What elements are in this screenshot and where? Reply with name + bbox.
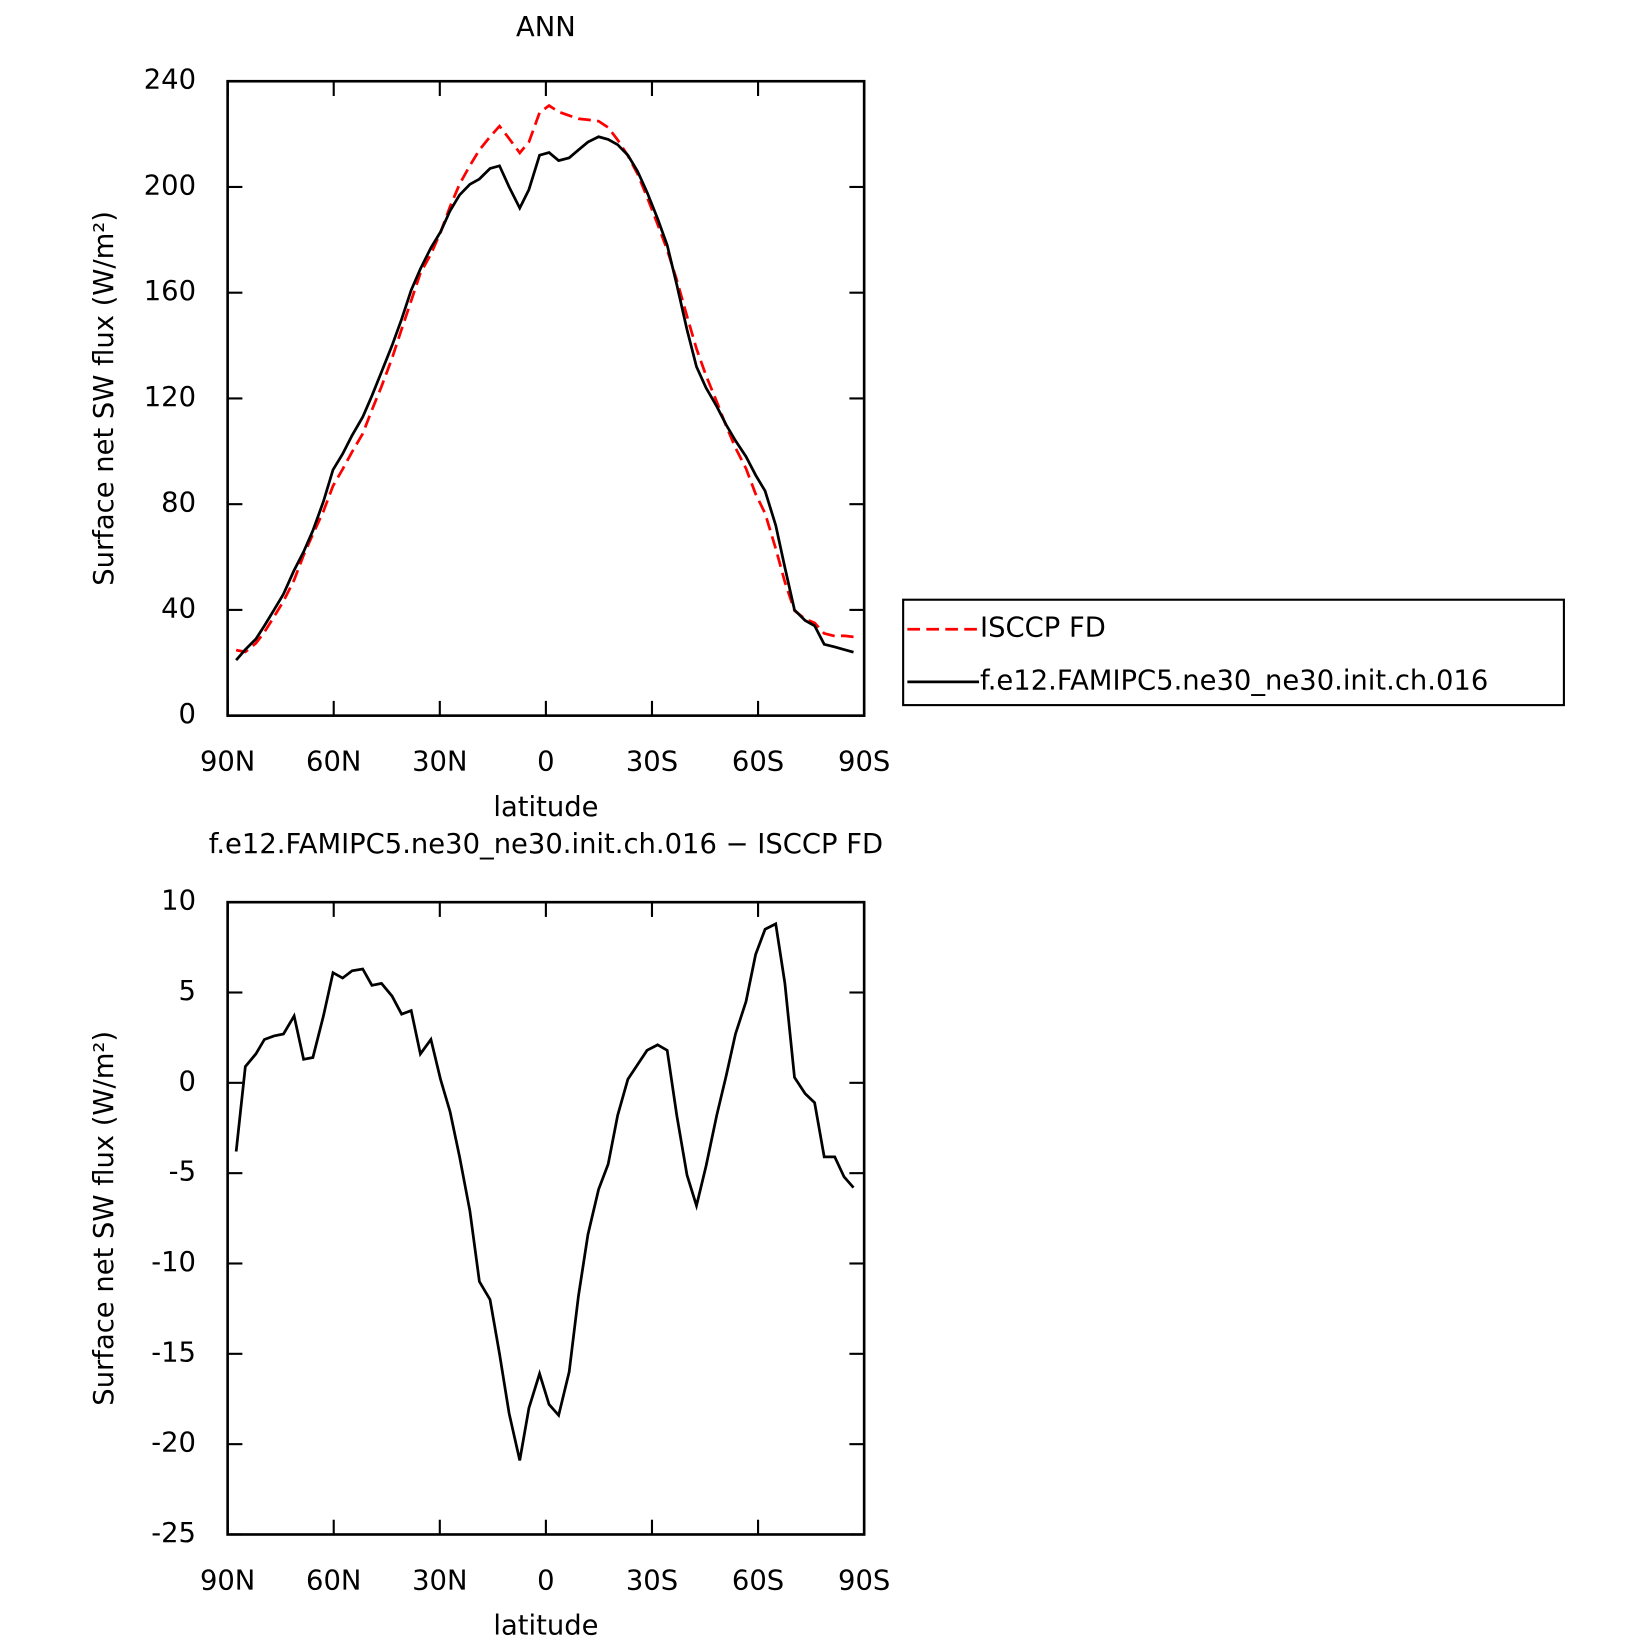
- x-tick-label: 30N: [412, 747, 467, 778]
- y-axis-label: Surface net SW flux (W/m²): [89, 1031, 120, 1406]
- y-tick-label: 240: [144, 65, 196, 96]
- x-tick-label: 30N: [412, 1565, 467, 1596]
- data-line: [234, 921, 855, 1461]
- y-tick-label: -15: [151, 1337, 196, 1368]
- x-tick-label: 60N: [306, 747, 361, 778]
- y-tick-label: 160: [144, 276, 196, 307]
- x-tick-label: 90S: [838, 1565, 890, 1596]
- y-tick-label: -25: [151, 1518, 196, 1549]
- x-tick-label: 90S: [838, 747, 890, 778]
- plot-frame: [226, 79, 866, 717]
- x-tick-label: 90N: [200, 1565, 255, 1596]
- data-line: [235, 135, 854, 662]
- x-tick-label: 60N: [306, 1565, 361, 1596]
- y-tick-label: 80: [161, 488, 196, 519]
- y-tick-label: -20: [151, 1428, 196, 1459]
- y-tick-label: 200: [144, 170, 196, 201]
- chart-title: ANN: [516, 12, 576, 43]
- legend-label: f.e12.FAMIPC5.ne30_ne30.init.ch.016: [980, 665, 1488, 696]
- chart-title: f.e12.FAMIPC5.ne30_ne30.init.ch.016 − IS…: [209, 829, 883, 860]
- y-tick-label: 0: [179, 1066, 196, 1097]
- x-tick-label: 60S: [732, 1565, 784, 1596]
- y-tick-label: 0: [179, 699, 196, 730]
- x-tick-label: 30S: [626, 747, 678, 778]
- x-axis-label: latitude: [493, 1611, 598, 1641]
- x-tick-label: 60S: [732, 747, 784, 778]
- y-tick-label: 120: [144, 382, 196, 413]
- plot-frame: [226, 900, 866, 1536]
- y-tick-label: 10: [161, 886, 196, 917]
- y-axis-label: Surface net SW flux (W/m²): [89, 211, 120, 586]
- x-tick-label: 90N: [200, 747, 255, 778]
- y-tick-label: 5: [179, 976, 196, 1007]
- legend-label: ISCCP FD: [980, 613, 1106, 644]
- x-tick-label: 30S: [626, 1565, 678, 1596]
- y-tick-label: 40: [161, 593, 196, 624]
- data-line: [235, 103, 854, 654]
- y-tick-label: -10: [151, 1247, 196, 1278]
- x-axis-label: latitude: [493, 792, 598, 823]
- y-tick-label: -5: [169, 1157, 196, 1188]
- x-tick-label: 0: [537, 747, 554, 778]
- legend-box: [902, 598, 1565, 707]
- x-tick-label: 0: [537, 1565, 554, 1596]
